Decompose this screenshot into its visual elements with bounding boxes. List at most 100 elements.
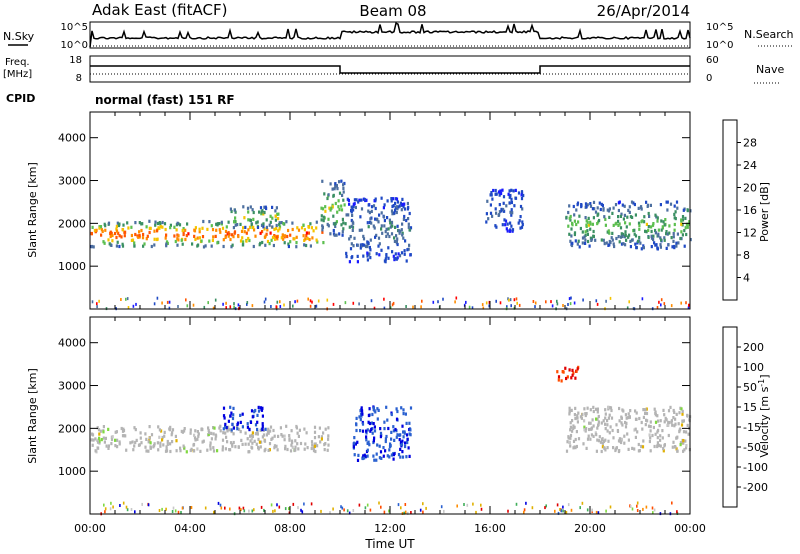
velocity-cell [158,435,161,439]
velocity-cell [604,412,607,416]
power-noise-cell [315,304,318,308]
velocity-cell [659,438,662,442]
velocity-cell [642,415,645,419]
power-cell [295,245,298,249]
power-cell [611,238,614,242]
power-cell [131,238,135,242]
power-cell [399,201,402,205]
velocity-cell [597,420,600,424]
velocity-cell [214,433,217,437]
power-noise-cell [279,300,281,304]
power-cell [285,220,288,224]
velocity-noise-cell [251,509,254,513]
velocity-cell [92,438,95,442]
power-cell [684,216,687,220]
power-cell [392,197,395,201]
velocity-cell [675,412,678,416]
velocity-cell [212,449,216,453]
power-noise-cell [513,306,516,310]
power-cell [227,220,230,224]
velocity-cell [277,434,280,438]
power-cell [252,210,255,215]
velocity-cell [163,434,166,438]
power-cell [273,227,276,231]
velocity-cell [390,453,393,457]
power-cell [259,206,263,210]
power-cell [586,232,589,236]
velocity-cell [260,408,264,412]
velocity-cell [320,437,323,441]
power-noise-cell [296,299,299,303]
velocity-cell [227,419,230,423]
velocity-cell [394,427,397,432]
velocity-noise-cell [103,503,105,507]
velocity-cell [657,419,660,423]
power-cell [336,187,339,191]
velocity-colorbar-tick-label: 15 [743,401,757,414]
velocity-noise-cell [110,501,112,505]
power-cell [197,243,200,247]
power-cell [140,228,143,233]
velocity-cell [299,441,303,446]
velocity-cell [658,424,661,428]
velocity-cell [294,445,297,449]
power-cell [491,214,494,218]
power-cell [349,247,353,251]
power-cell [395,205,398,209]
power-cell [576,242,579,246]
nsearch-label: N.Search [744,28,794,41]
velocity-cell [596,417,599,421]
power-cell [181,228,184,233]
velocity-cell [140,441,143,445]
velocity-noise-cell [645,505,648,509]
velocity-cell [647,424,651,428]
power-cell [302,234,305,238]
velocity-noise-cell [595,510,598,514]
velocity-noise-cell [653,508,656,512]
power-noise-cell [454,300,456,304]
velocity-cell [222,406,226,410]
power-noise-cell [545,300,547,304]
velocity-x-ticks: 00:00 04:00 08:00 12:00 16:00 20:00 00:00 [74,317,706,535]
power-cell [329,232,332,236]
power-cell [680,219,683,223]
velocity-cell [254,432,257,436]
power-cell [390,197,393,201]
power-cell [215,222,218,226]
power-cell [141,222,144,226]
velocity-cell [304,442,307,446]
velocity-cell [234,445,237,449]
velocity-cell [376,443,379,447]
velocity-cell [389,442,392,446]
velocity-cell [355,422,358,426]
velocity-cell [609,425,612,429]
power-noise-cell [229,305,232,309]
velocity-cell [253,410,256,414]
power-cell [283,241,286,245]
velocity-cell [564,366,567,370]
power-noise-cell [222,302,224,306]
velocity-cell [568,440,571,444]
velocity-cell [226,440,229,444]
velocity-cell [218,426,221,430]
power-cell [173,234,176,238]
power-noise-cell [383,306,386,310]
power-cell [309,244,312,248]
velocity-cell [326,448,329,452]
power-cell [489,203,492,207]
power-cell [683,229,686,233]
velocity-cell [607,416,610,420]
velocity-noise-cell [559,508,561,511]
velocity-cell [360,414,363,418]
power-cell [198,227,201,231]
power-cell [342,190,345,194]
velocity-cell [291,441,294,445]
velocity-noise-cell [567,503,570,507]
velocity-cell [122,427,125,431]
power-cell [243,216,246,220]
power-cell [629,215,632,219]
power-cell [337,199,340,203]
velocity-cell [622,409,625,413]
power-cell [295,241,298,245]
velocity-cell [576,414,579,418]
